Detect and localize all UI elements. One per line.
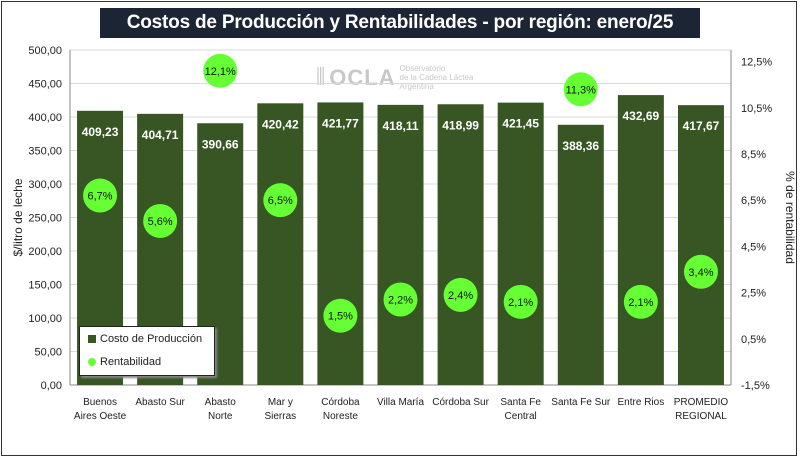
bar-value-label: 409,23 — [82, 125, 119, 139]
rentabilidad-point — [203, 53, 238, 88]
rentabilidad-point — [563, 72, 598, 107]
y2-axis-title: % de rentabilidad — [783, 171, 797, 264]
y2-tick-label: 0,5% — [741, 334, 766, 346]
x-tick-label: Buenos — [83, 397, 117, 408]
y-tick-label: 250,00 — [28, 213, 62, 225]
y-tick-label: 50,00 — [34, 347, 62, 359]
y2-tick-label: 8,5% — [741, 149, 766, 161]
y-tick-label: 200,00 — [28, 246, 62, 258]
x-tick-label: Abasto Sur — [135, 397, 185, 408]
watermark-logo: OCLA — [329, 64, 396, 90]
point-value-label: 2,1% — [508, 297, 533, 309]
bar-value-label: 390,66 — [202, 137, 239, 151]
bar — [557, 124, 604, 385]
x-tick-label: Mar y — [268, 397, 293, 408]
x-tick-label: Córdoba Sur — [432, 397, 489, 408]
y-tick-label: 150,00 — [28, 280, 62, 292]
bar-value-label: 404,71 — [142, 128, 179, 142]
point-value-label: 6,5% — [268, 195, 293, 207]
rentabilidad-point — [503, 284, 538, 319]
y-tick-label: 400,00 — [28, 112, 62, 124]
x-tick-label: Villa María — [377, 397, 424, 408]
y-tick-label: 300,00 — [28, 179, 62, 191]
point-value-label: 1,5% — [328, 311, 353, 323]
bar-value-label: 421,77 — [322, 116, 359, 130]
x-tick-label: Córdoba — [321, 397, 360, 408]
point-value-label: 12,1% — [205, 66, 236, 78]
bar — [437, 104, 484, 385]
y-axis-title: $/litro de leche — [11, 178, 25, 256]
y2-tick-label: 12,5% — [741, 57, 772, 69]
rentabilidad-point — [383, 282, 418, 317]
point-value-label: 5,6% — [148, 216, 173, 228]
bar-value-label: 417,67 — [683, 119, 720, 133]
point-value-label: 2,4% — [448, 290, 473, 302]
x-tick-label: PROMEDIO — [674, 397, 729, 408]
x-tick-label: Norte — [208, 411, 233, 422]
bar-value-label: 421,45 — [502, 117, 539, 131]
x-tick-label: Santa Fe — [500, 397, 541, 408]
x-tick-label: Entre Rios — [618, 397, 665, 408]
point-value-label: 6,7% — [88, 191, 113, 203]
rentabilidad-point — [323, 298, 358, 333]
bar-value-label: 432,69 — [623, 109, 660, 123]
bar — [377, 104, 424, 385]
rentabilidad-point — [263, 183, 298, 218]
bar — [497, 102, 544, 385]
rentabilidad-point — [83, 178, 118, 213]
x-tick-label: Abasto — [205, 397, 237, 408]
rentabilidad-point — [443, 277, 478, 312]
legend-label: Rentabilidad — [100, 356, 162, 368]
y2-tick-label: 6,5% — [741, 195, 766, 207]
watermark-line: Argentina — [399, 82, 434, 91]
ocla-watermark: ⫼ OCLA Observatorio de la Cadena Láctea Ar… — [316, 64, 473, 91]
y2-tick-label: 4,5% — [741, 241, 766, 253]
x-tick-label: REGIONAL — [675, 411, 727, 422]
x-tick-label: Central — [505, 411, 537, 422]
bar-value-label: 388,36 — [562, 139, 599, 153]
legend: Costo de Producción Rentabilidad — [79, 326, 215, 376]
rentabilidad-point — [623, 284, 658, 319]
y-tick-label: 0,00 — [41, 380, 62, 392]
point-value-label: 3,4% — [688, 267, 713, 279]
bar — [257, 103, 304, 385]
y-tick-label: 500,00 — [28, 45, 62, 57]
y-tick-label: 350,00 — [28, 146, 62, 158]
point-value-label: 11,3% — [566, 84, 597, 96]
bar-value-label: 420,42 — [262, 117, 299, 131]
ocla-logo-icon: ⫼ — [316, 66, 326, 88]
watermark-line: de la Cadena Láctea — [399, 73, 474, 82]
point-value-label: 2,2% — [388, 295, 413, 307]
y2-tick-label: 10,5% — [741, 103, 772, 115]
watermark-line: Observatorio — [399, 64, 446, 73]
rentabilidad-point — [683, 254, 718, 289]
bar-value-label: 418,99 — [442, 118, 479, 132]
rentabilidad-point — [143, 203, 178, 238]
x-tick-label: Sierras — [264, 411, 296, 422]
y2-tick-label: 2,5% — [741, 288, 766, 300]
bar — [677, 105, 724, 385]
legend-label: Costo de Producción — [100, 333, 203, 345]
y-tick-label: 450,00 — [28, 79, 62, 91]
y-tick-label: 100,00 — [28, 313, 62, 325]
chart-title: Costos de Producción y Rentabilidades - … — [100, 8, 700, 38]
bar-value-label: 418,11 — [382, 119, 418, 133]
bar — [317, 102, 364, 386]
legend-swatch-bar — [88, 335, 96, 343]
x-tick-label: Noreste — [323, 411, 358, 422]
legend-swatch-dot — [88, 358, 96, 366]
bar — [617, 95, 664, 385]
point-value-label: 2,1% — [628, 297, 653, 309]
x-tick-label: Santa Fe Sur — [551, 397, 611, 408]
x-tick-label: Aires Oeste — [74, 411, 127, 422]
y2-tick-label: -1,5% — [741, 380, 770, 392]
